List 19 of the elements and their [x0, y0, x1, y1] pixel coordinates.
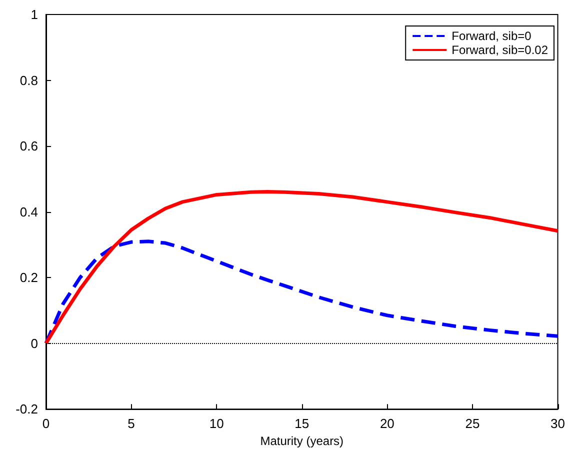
y-tick-label: -0.2: [16, 402, 38, 417]
x-tick-label: 0: [42, 416, 50, 432]
x-tick-label: 30: [550, 416, 566, 432]
y-tick-label: 0.4: [20, 204, 38, 220]
x-tick-label: 15: [294, 416, 310, 432]
legend-label: Forward, sib=0.02: [452, 43, 548, 57]
x-tick-label: 5: [128, 416, 135, 432]
x-tick-label: 25: [465, 416, 480, 432]
y-tick-label: 0.8: [20, 72, 38, 88]
line-series: [44, 240, 560, 346]
x-tick-label: 10: [209, 416, 224, 432]
y-tick-label: 1: [30, 7, 38, 22]
x-tick-label: 20: [380, 416, 394, 432]
y-tick-label: 0.2: [20, 270, 38, 286]
legend-label: Forward, sib=0: [452, 29, 532, 43]
line-series: [44, 190, 560, 346]
x-axis-title: Maturity (years): [260, 434, 344, 448]
y-tick-label: 0: [30, 336, 38, 351]
y-tick-label: 0.6: [20, 138, 38, 154]
